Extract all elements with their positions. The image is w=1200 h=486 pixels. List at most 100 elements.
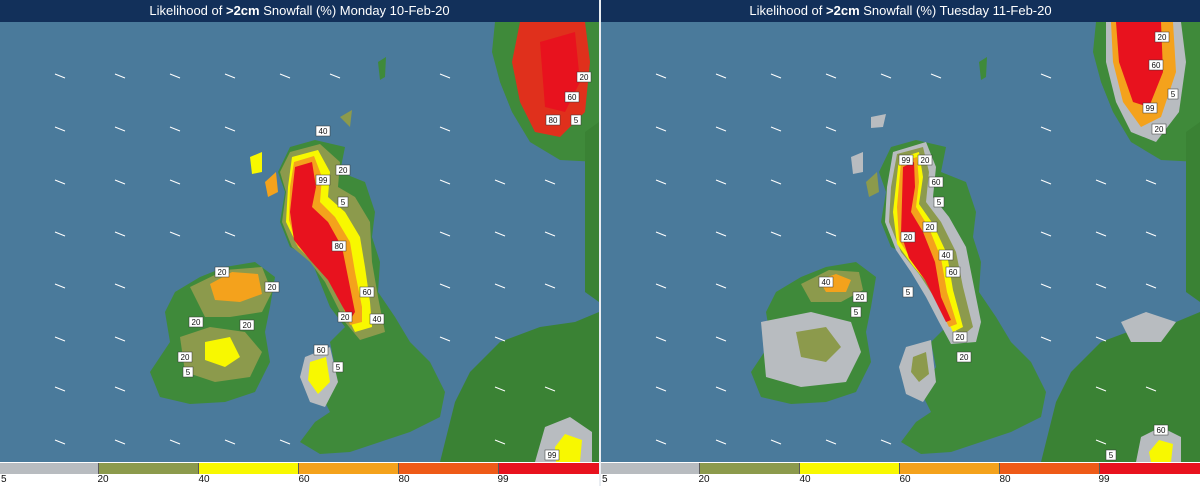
contour-label: 20: [917, 154, 933, 166]
gb-snow-99: [901, 162, 951, 322]
contour-label: 80: [545, 114, 561, 126]
legend-tick: 99: [497, 474, 509, 485]
contour-label: 40: [369, 313, 385, 325]
svg-text:5: 5: [341, 198, 346, 207]
contour-label: 60: [564, 91, 580, 103]
svg-text:40: 40: [822, 278, 831, 287]
contour-label: 20: [1151, 123, 1167, 135]
snowfall-map: 20 60 99 5 20 99 20 60 5 20 20 40 20 5 4…: [601, 22, 1200, 462]
wales-snow-core: [308, 357, 330, 394]
svg-text:20: 20: [1158, 33, 1167, 42]
legend: 5 20 40 60 80 99: [601, 462, 1200, 486]
legend-color-bar: [0, 462, 599, 475]
panel-tuesday: Likelihood of >2cm Snowfall (%) Tuesday …: [601, 0, 1200, 486]
svg-text:99: 99: [548, 451, 557, 460]
svg-text:40: 40: [942, 251, 951, 260]
legend-tick: 40: [198, 474, 210, 485]
orkney-island: [871, 114, 886, 128]
svg-text:60: 60: [568, 93, 577, 102]
legend-swatch: [199, 463, 299, 475]
svg-text:60: 60: [949, 268, 958, 277]
svg-text:5: 5: [937, 198, 942, 207]
contour-label: 20: [956, 351, 972, 363]
svg-text:20: 20: [926, 223, 935, 232]
contour-label: 5: [332, 361, 344, 373]
continent-land: [1041, 312, 1200, 462]
contour-label: 20: [177, 351, 193, 363]
continent-east: [1186, 122, 1200, 302]
hebrides-island: [250, 152, 262, 174]
panel-title: Likelihood of >2cm Snowfall (%) Monday 1…: [0, 0, 599, 22]
contour-label: 40: [938, 249, 954, 261]
svg-text:20: 20: [580, 73, 589, 82]
title-bold: >2cm: [225, 3, 260, 18]
svg-text:20: 20: [1155, 125, 1164, 134]
contour-label: 20: [188, 316, 204, 328]
wind-arrows: [54, 73, 556, 445]
contour-label: 5: [570, 114, 582, 126]
svg-text:40: 40: [319, 127, 328, 136]
legend-color-bar: [601, 462, 1200, 475]
contour-label: 80: [331, 240, 347, 252]
title-prefix: Likelihood of: [149, 3, 226, 18]
svg-text:20: 20: [921, 156, 930, 165]
contour-label: 99: [315, 174, 331, 186]
contour-label: 60: [1148, 59, 1164, 71]
contour-label: 60: [928, 176, 944, 188]
legend-swatch: [299, 463, 399, 475]
contour-label: 5: [1105, 449, 1117, 461]
legend-swatch: [1100, 463, 1200, 475]
map-svg: 20 60 99 5 20 99 20 60 5 20 20 40 20 5 4…: [601, 22, 1200, 462]
contour-label: 20: [852, 291, 868, 303]
legend-swatch: [601, 463, 700, 475]
legend-tick: 5: [1, 474, 7, 485]
shetland-island: [979, 57, 987, 80]
contour-label: 20: [337, 311, 353, 323]
contour-label: 20: [264, 281, 280, 293]
svg-text:60: 60: [363, 288, 372, 297]
contour-label: 5: [933, 196, 945, 208]
title-suffix: Snowfall (%) Tuesday 11-Feb-20: [859, 3, 1052, 18]
legend-swatch: [900, 463, 1000, 475]
gb-snow-99: [290, 162, 355, 320]
svg-text:20: 20: [181, 353, 190, 362]
contour-label: 5: [1167, 88, 1179, 100]
contour-labels: 40 99 20 5 80 80 60 40 20 60 20 20 5 20 …: [177, 71, 592, 461]
legend-tick: 80: [398, 474, 410, 485]
svg-text:80: 80: [549, 116, 558, 125]
contour-label: 99: [898, 154, 914, 166]
svg-text:20: 20: [956, 333, 965, 342]
svg-text:20: 20: [218, 268, 227, 277]
legend-tick: 20: [698, 474, 710, 485]
legend-tick: 40: [799, 474, 811, 485]
legend-swatch: [1000, 463, 1100, 475]
contour-label: 20: [922, 221, 938, 233]
continent-snow-north: [1121, 312, 1176, 342]
svg-text:20: 20: [341, 313, 350, 322]
contour-label: 20: [239, 319, 255, 331]
svg-text:60: 60: [317, 346, 326, 355]
contour-label: 99: [544, 449, 560, 461]
legend-swatch: [700, 463, 800, 475]
contour-label: 20: [576, 71, 592, 83]
svg-text:5: 5: [1109, 451, 1114, 460]
wales-snow-core: [911, 352, 929, 382]
legend-swatch: [800, 463, 900, 475]
legend-ticks: 5 20 40 60 80 99: [0, 474, 599, 486]
svg-text:5: 5: [336, 363, 341, 372]
svg-text:20: 20: [904, 233, 913, 242]
contour-label: 5: [850, 306, 862, 318]
svg-text:20: 20: [268, 283, 277, 292]
contour-label: 20: [900, 231, 916, 243]
panel-title: Likelihood of >2cm Snowfall (%) Tuesday …: [601, 0, 1200, 22]
contour-label: 60: [945, 266, 961, 278]
svg-text:60: 60: [1152, 61, 1161, 70]
svg-text:60: 60: [932, 178, 941, 187]
legend-swatch: [399, 463, 499, 475]
ireland-south-core: [205, 337, 240, 367]
continent-snow-yellow: [1149, 440, 1173, 462]
legend-swatch: [0, 463, 99, 475]
contour-label: 60: [313, 344, 329, 356]
legend: 5 20 40 60 80 99: [0, 462, 599, 486]
